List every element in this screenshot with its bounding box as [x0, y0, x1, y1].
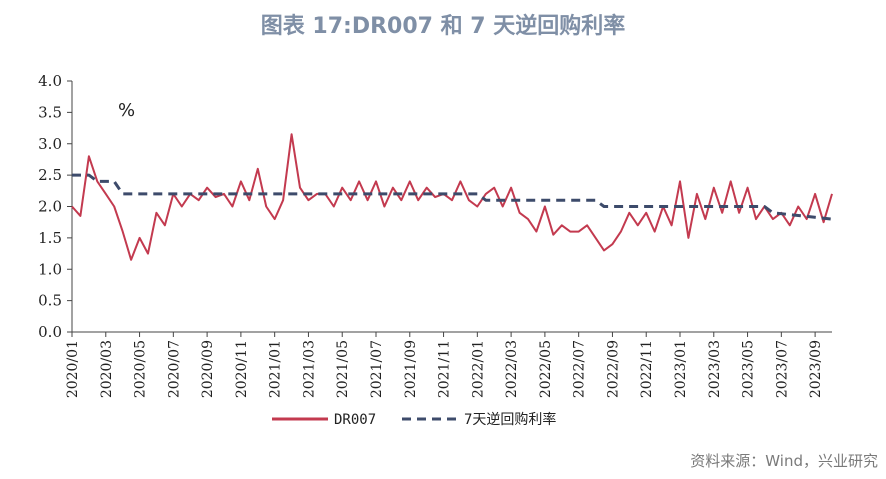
- y-tick-label: 0.5: [38, 292, 62, 310]
- x-tick-label: 2021/07: [369, 340, 385, 398]
- y-tick-label: 2.5: [38, 166, 62, 184]
- x-tick-label: 2020/09: [200, 340, 216, 398]
- source-note: 资料来源：Wind，兴业研究: [690, 452, 878, 470]
- x-tick-label: 2023/01: [673, 340, 689, 398]
- x-tick-label: 2023/07: [774, 340, 790, 398]
- y-tick-label: 3.5: [38, 103, 62, 121]
- series-layer: [71, 133, 833, 261]
- x-axis: 2020/01 2020/03 2020/05 2020/07 2020/09 2020/…: [65, 331, 832, 398]
- x-tick-label: 2021/05: [335, 340, 351, 398]
- x-tick-label: 2021/01: [268, 340, 284, 398]
- reverse-repo-line: [72, 173, 833, 221]
- legend-dr007-label: DR007: [334, 412, 376, 428]
- legend-reverse-repo-label: 7天逆回购利率: [464, 411, 556, 428]
- legend: DR007 7天逆回购利率: [272, 411, 556, 428]
- x-tick-label: 2020/03: [99, 340, 115, 398]
- x-tick-label: 2022/11: [639, 340, 655, 398]
- y-tick-label: 2.0: [38, 198, 62, 216]
- x-tick-label: 2022/07: [572, 340, 588, 398]
- y-tick-label: 4.0: [38, 72, 62, 90]
- unit-label: %: [118, 100, 135, 121]
- x-tick-label: 2020/11: [234, 340, 250, 398]
- x-tick-label: 2020/05: [133, 340, 149, 398]
- x-tick-label: 2023/03: [707, 340, 723, 398]
- x-tick-label: 2022/03: [504, 340, 520, 398]
- x-tick-label: 2023/09: [808, 340, 824, 398]
- chart-title: 图表 17:DR007 和 7 天逆回购利率: [260, 14, 626, 39]
- x-tick-label: 2020/01: [65, 340, 81, 398]
- x-tick-label: 2022/09: [605, 340, 621, 398]
- y-axis: 0.0 0.5 1.0 1.5 2.0 2.5 3.0 3.5 4.0: [38, 72, 73, 341]
- x-tick-label: 2020/07: [166, 340, 182, 398]
- y-tick-label: 1.0: [38, 260, 62, 278]
- y-tick-label: 3.0: [38, 135, 62, 153]
- y-tick-label: 0.0: [38, 323, 62, 341]
- x-tick-label: 2023/05: [741, 340, 757, 398]
- x-tick-label: 2021/11: [437, 340, 453, 398]
- dr007-line: [71, 133, 833, 261]
- x-tick-label: 2021/03: [301, 340, 317, 398]
- x-tick-label: 2022/05: [538, 340, 554, 398]
- y-tick-label: 1.5: [38, 229, 62, 247]
- x-tick-label: 2021/09: [403, 340, 419, 398]
- x-tick-label: 2022/01: [470, 340, 486, 398]
